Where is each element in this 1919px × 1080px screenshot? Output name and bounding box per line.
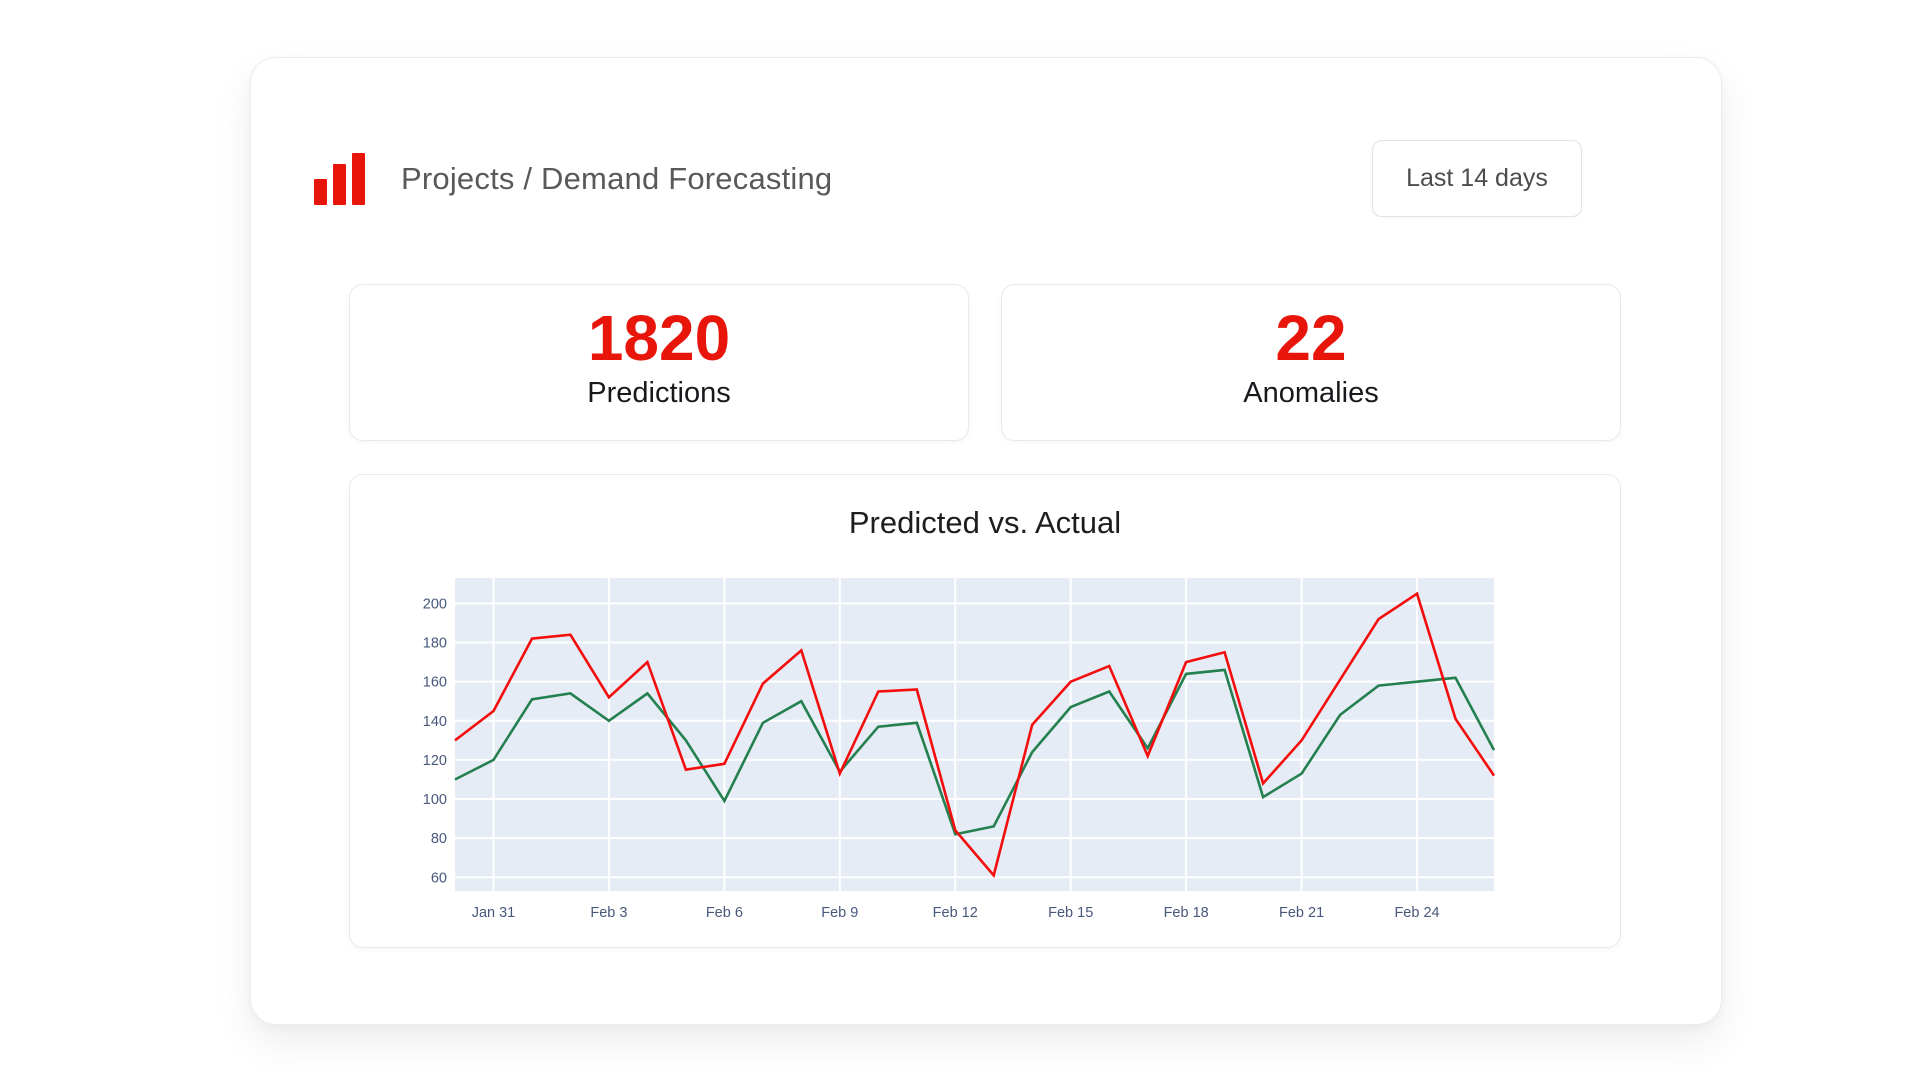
y-tick-label: 60	[431, 870, 447, 886]
x-tick-label: Jan 31	[472, 905, 516, 921]
bar-chart-icon	[314, 153, 366, 205]
y-tick-label: 160	[423, 675, 447, 691]
anomalies-label: Anomalies	[1243, 377, 1379, 409]
predicted-line	[454, 591, 1496, 879]
anomalies-count: 22	[1275, 302, 1347, 374]
y-tick-label: 200	[423, 596, 447, 612]
predictions-count: 1820	[587, 302, 731, 374]
x-tick-label: Feb 6	[706, 905, 743, 921]
stat-card-anomalies: 22 Anomalies	[1001, 284, 1621, 441]
plot-area	[455, 578, 1494, 891]
y-tick-label: 120	[423, 753, 447, 769]
x-tick-label: Feb 9	[821, 905, 858, 921]
chart-title: Predicted vs. Actual	[848, 505, 1122, 540]
bar-chart-icon-bar	[352, 153, 365, 205]
date-range-button[interactable]: Last 14 days	[1372, 140, 1582, 217]
stat-card-predictions: 1820 Predictions	[349, 284, 969, 441]
y-tick-label: 180	[423, 636, 447, 652]
predictions-label: Predictions	[587, 377, 731, 409]
bar-chart-icon-bar	[314, 179, 327, 205]
stats-row: 1820 Predictions 22 Anomalies	[349, 284, 1621, 441]
page-title: Projects / Demand Forecasting	[401, 161, 833, 196]
line-chart[interactable]: 60 80 100 120 140 160 180 200 Jan 31 Feb 3 Feb 6 Fe…	[350, 475, 1622, 949]
bar-chart-icon-bar	[333, 164, 346, 205]
x-tick-label: Feb 24	[1394, 905, 1439, 921]
x-tick-label: Feb 18	[1164, 905, 1209, 921]
x-tick-label: Feb 15	[1048, 905, 1093, 921]
y-tick-label: 140	[423, 714, 447, 730]
x-tick-label: Feb 21	[1279, 905, 1324, 921]
y-tick-label: 100	[423, 792, 447, 808]
x-tick-label: Feb 12	[933, 905, 978, 921]
actual-line	[454, 668, 1496, 836]
chart-card: Predicted vs. Actual 60 80 100 120 140 160 180…	[349, 474, 1621, 948]
y-tick-label: 80	[431, 831, 447, 847]
dashboard-card: Projects / Demand Forecasting Last 14 da…	[250, 57, 1722, 1025]
x-tick-label: Feb 3	[590, 905, 627, 921]
